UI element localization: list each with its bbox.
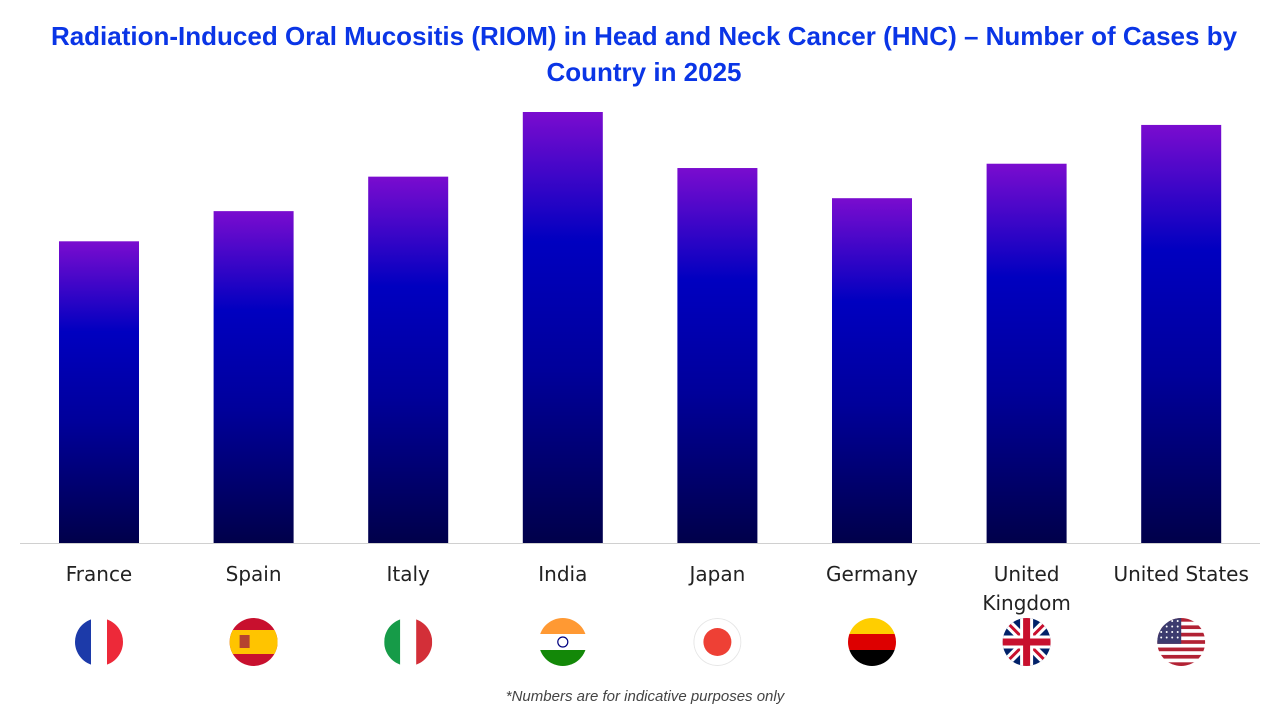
india-flag-icon bbox=[538, 618, 587, 666]
bar-india bbox=[522, 112, 603, 543]
bar-italy bbox=[368, 176, 449, 543]
bar-united-states bbox=[1141, 124, 1222, 544]
italy-flag-icon bbox=[384, 618, 433, 666]
bar-united-kingdom bbox=[986, 163, 1067, 543]
bar-spain bbox=[213, 211, 294, 543]
germany-flag-icon bbox=[848, 618, 896, 666]
footnote: *Numbers are for indicative purposes onl… bbox=[505, 688, 785, 705]
bar-france bbox=[59, 241, 139, 544]
france-flag-icon bbox=[75, 618, 123, 666]
x-tick-label: Italy bbox=[387, 562, 431, 586]
chart-title: Radiation-Induced Oral Mucositis (RIOM) … bbox=[50, 21, 1238, 87]
x-tick-label: United Kingdom bbox=[982, 562, 1070, 615]
x-tick-label: Germany bbox=[826, 562, 918, 586]
bar-japan bbox=[677, 168, 758, 543]
spain-flag-icon bbox=[229, 618, 278, 666]
bar-germany bbox=[832, 198, 912, 543]
x-tick-label: Spain bbox=[226, 562, 282, 586]
x-tick-label: United States bbox=[1113, 562, 1248, 586]
us-flag-icon bbox=[1157, 618, 1206, 666]
x-tick-label: India bbox=[538, 562, 587, 586]
uk-flag-icon bbox=[1002, 618, 1051, 666]
x-tick-label: France bbox=[66, 562, 133, 586]
japan-flag-icon bbox=[693, 618, 742, 666]
x-tick-label: Japan bbox=[688, 562, 746, 586]
